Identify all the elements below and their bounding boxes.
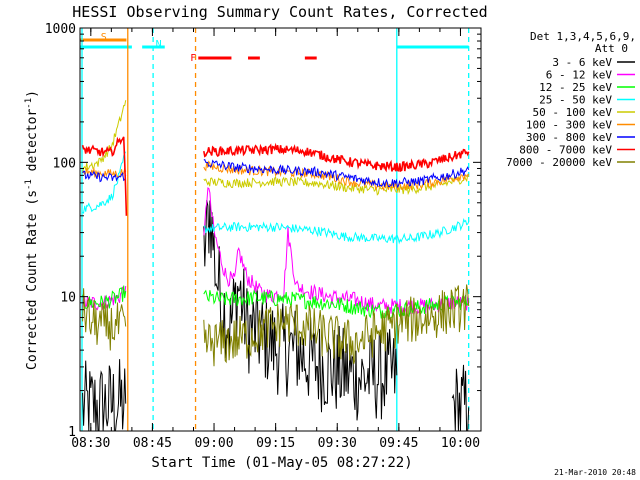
y-label-sup: -1: [24, 179, 34, 190]
axis-ticks: 08:30 08:45 09:00 09:15 09:30 09:45 10:00 1 10 10…: [45, 22, 482, 451]
series-3: [82, 151, 470, 245]
series-line: [81, 136, 128, 216]
y-tick-label: 10: [60, 291, 76, 306]
x-axis-label: Start Time (01-May-05 08:27:22): [151, 455, 412, 471]
flag-label: N: [156, 39, 162, 50]
series-line: [82, 100, 127, 173]
legend-entry-label: 50 - 100 keV: [533, 106, 613, 119]
observing-flags: S N F: [80, 32, 469, 64]
series-line: [82, 288, 127, 351]
legend-entry-label: 7000 - 20000 keV: [506, 156, 612, 169]
series-line: [203, 289, 470, 320]
series-6: [82, 158, 470, 189]
y-tick-label: 100: [53, 156, 76, 171]
flag-label: S: [101, 32, 107, 43]
y-axis-label: Corrected Count Rate (s-1 detector-1): [24, 90, 40, 370]
series-4: [82, 100, 470, 196]
legend-entry-label: 25 - 50 keV: [539, 94, 612, 107]
y-label-part: Corrected Count Rate (s: [25, 190, 40, 370]
series-line: [82, 359, 127, 432]
legend-entry-label: 300 - 800 keV: [526, 131, 612, 144]
y-tick-label: 1: [68, 425, 76, 440]
x-tick-label: 08:30: [71, 436, 110, 451]
y-tick-label: 1000: [45, 22, 76, 37]
series-line: [203, 142, 470, 173]
x-tick-label: 09:00: [194, 436, 233, 451]
legend-entry-label: 3 - 6 keV: [552, 56, 612, 69]
series-1: [82, 187, 470, 316]
legend-detectors: Det 1,3,4,5,6,9,: [530, 30, 636, 43]
x-tick-label: 09:30: [318, 436, 357, 451]
x-tick-label: 09:45: [379, 436, 418, 451]
x-tick-label: 08:45: [133, 436, 172, 451]
legend-entry-label: 12 - 25 keV: [539, 81, 612, 94]
legend-entry-label: 800 - 7000 keV: [519, 144, 612, 157]
flag-label: F: [190, 53, 196, 64]
series-line: [82, 170, 127, 183]
series-8: [82, 284, 470, 367]
y-label-part: detector: [25, 109, 40, 180]
series-line: [203, 158, 470, 189]
series-line: [203, 173, 470, 196]
x-tick-label: 09:15: [256, 436, 295, 451]
series-line: [203, 218, 470, 245]
chart-title: HESSI Observing Summary Count Rates, Cor…: [72, 3, 487, 21]
y-label-part: ): [25, 90, 40, 98]
legend-entry-label: 6 - 12 keV: [546, 69, 613, 82]
legend-attenuator: Att 0: [595, 42, 628, 55]
series-line: [82, 151, 127, 214]
x-tick-label: 10:00: [441, 436, 480, 451]
footer-date: 21-Mar-2010 20:48: [554, 468, 636, 477]
series-7: [81, 136, 470, 216]
series-line: [451, 364, 470, 432]
legend-entry-label: 100 - 300 keV: [526, 119, 612, 132]
series-lines: [81, 100, 470, 432]
plot-frame: [79, 27, 482, 432]
series-line: [203, 284, 470, 367]
y-label-sup: -1: [24, 98, 34, 109]
